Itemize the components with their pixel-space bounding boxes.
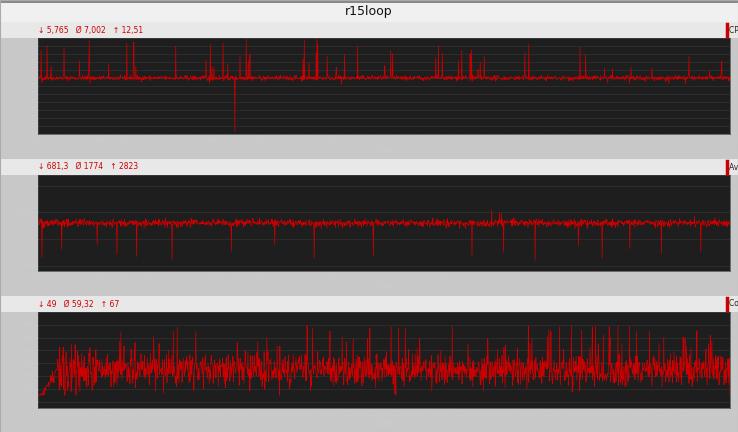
X-axis label: Time: Time — [375, 145, 393, 153]
X-axis label: Time: Time — [375, 282, 393, 291]
Text: Core Temperatures (avg) [°C]: Core Temperatures (avg) [°C] — [729, 299, 738, 308]
Text: ↓ 681,3   Ø 1774   ↑ 2823: ↓ 681,3 Ø 1774 ↑ 2823 — [38, 162, 138, 172]
Text: ↓ 5,765   Ø 7,002   ↑ 12,51: ↓ 5,765 Ø 7,002 ↑ 12,51 — [38, 25, 143, 35]
X-axis label: Time: Time — [375, 419, 393, 428]
Text: ↓ 49   Ø 59,32   ↑ 67: ↓ 49 Ø 59,32 ↑ 67 — [38, 299, 120, 308]
Text: r15loop: r15loop — [345, 4, 393, 18]
Text: Average Effective Clock [MHz]: Average Effective Clock [MHz] — [729, 162, 738, 172]
Text: CPU Package Power [W]: CPU Package Power [W] — [729, 25, 738, 35]
